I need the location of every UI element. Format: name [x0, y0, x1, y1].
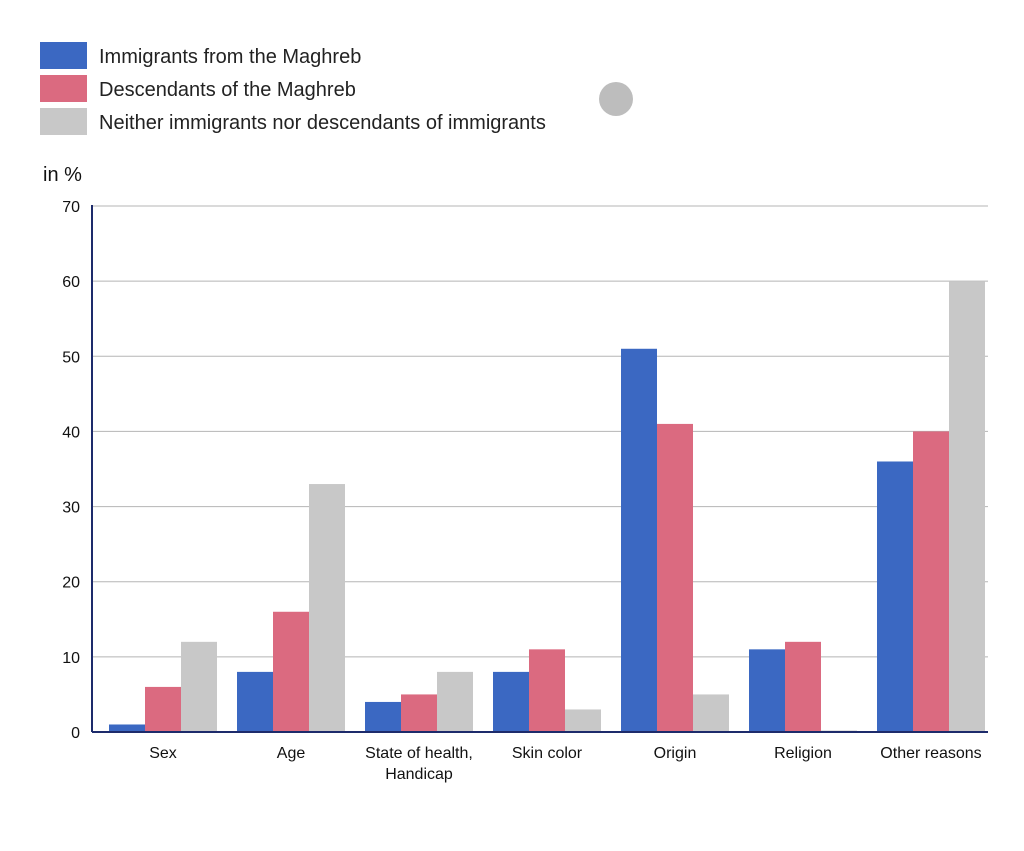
x-category-label-2: Age	[277, 745, 306, 762]
y-tick-label-10: 10	[62, 650, 80, 667]
y-tick-label-60: 60	[62, 274, 80, 291]
legend-swatch-3	[40, 108, 87, 135]
legend-label-3: Neither immigrants nor descendants of im…	[99, 112, 546, 134]
y-axis-unit-label: in %	[43, 164, 82, 186]
x-category-label-5: Origin	[654, 745, 697, 762]
x-axis-category-labels: Sex Age State of health, Handicap Skin color…	[149, 745, 981, 783]
x-category-label-3-line-2: Handicap	[385, 766, 453, 783]
bar-skin-color-series-1	[493, 671, 529, 732]
legend-swatch-1	[40, 42, 87, 69]
legend-label-1: Immigrants from the Maghreb	[99, 46, 361, 68]
bar-sex-series-3	[181, 641, 217, 732]
bar-other-reasons-series-1	[877, 461, 913, 732]
bars	[109, 281, 985, 732]
bar-religion-series-1	[749, 649, 785, 732]
y-axis-ticks: 0 10 20 30 40 50 60 70	[62, 199, 80, 742]
bar-sex-series-1	[109, 724, 145, 732]
bar-state-of-health-handicap-series-1	[365, 701, 401, 732]
bar-religion-series-2	[785, 641, 821, 732]
bar-origin-series-1	[621, 348, 657, 732]
x-category-label-1: Sex	[149, 745, 177, 762]
bar-age-series-2	[273, 611, 309, 732]
x-category-label-4: Skin color	[512, 745, 583, 762]
gray-circle-marker	[599, 82, 633, 116]
bar-origin-series-3	[693, 694, 729, 732]
y-tick-label-30: 30	[62, 500, 80, 517]
bar-state-of-health-handicap-series-2	[401, 694, 437, 732]
x-category-label-6: Religion	[774, 745, 832, 762]
x-category-label-7: Other reasons	[880, 745, 981, 762]
y-tick-label-70: 70	[62, 199, 80, 216]
x-category-label-3-line-1: State of health,	[365, 745, 473, 762]
bar-age-series-3	[309, 484, 345, 732]
bar-skin-color-series-3	[565, 709, 601, 732]
legend: Immigrants from the Maghreb Descendants o…	[40, 42, 546, 135]
bar-other-reasons-series-3	[949, 281, 985, 732]
bar-origin-series-2	[657, 423, 693, 732]
y-tick-label-20: 20	[62, 575, 80, 592]
legend-label-2: Descendants of the Maghreb	[99, 79, 356, 101]
bar-age-series-1	[237, 671, 273, 732]
y-tick-label-50: 50	[62, 349, 80, 366]
bar-skin-color-series-2	[529, 649, 565, 732]
y-tick-label-0: 0	[71, 725, 80, 742]
legend-swatch-2	[40, 75, 87, 102]
axes	[91, 205, 988, 733]
bar-sex-series-2	[145, 686, 181, 732]
bar-other-reasons-series-2	[913, 431, 949, 732]
gridlines	[92, 205, 988, 658]
y-tick-label-40: 40	[62, 424, 80, 441]
bar-state-of-health-handicap-series-3	[437, 671, 473, 732]
